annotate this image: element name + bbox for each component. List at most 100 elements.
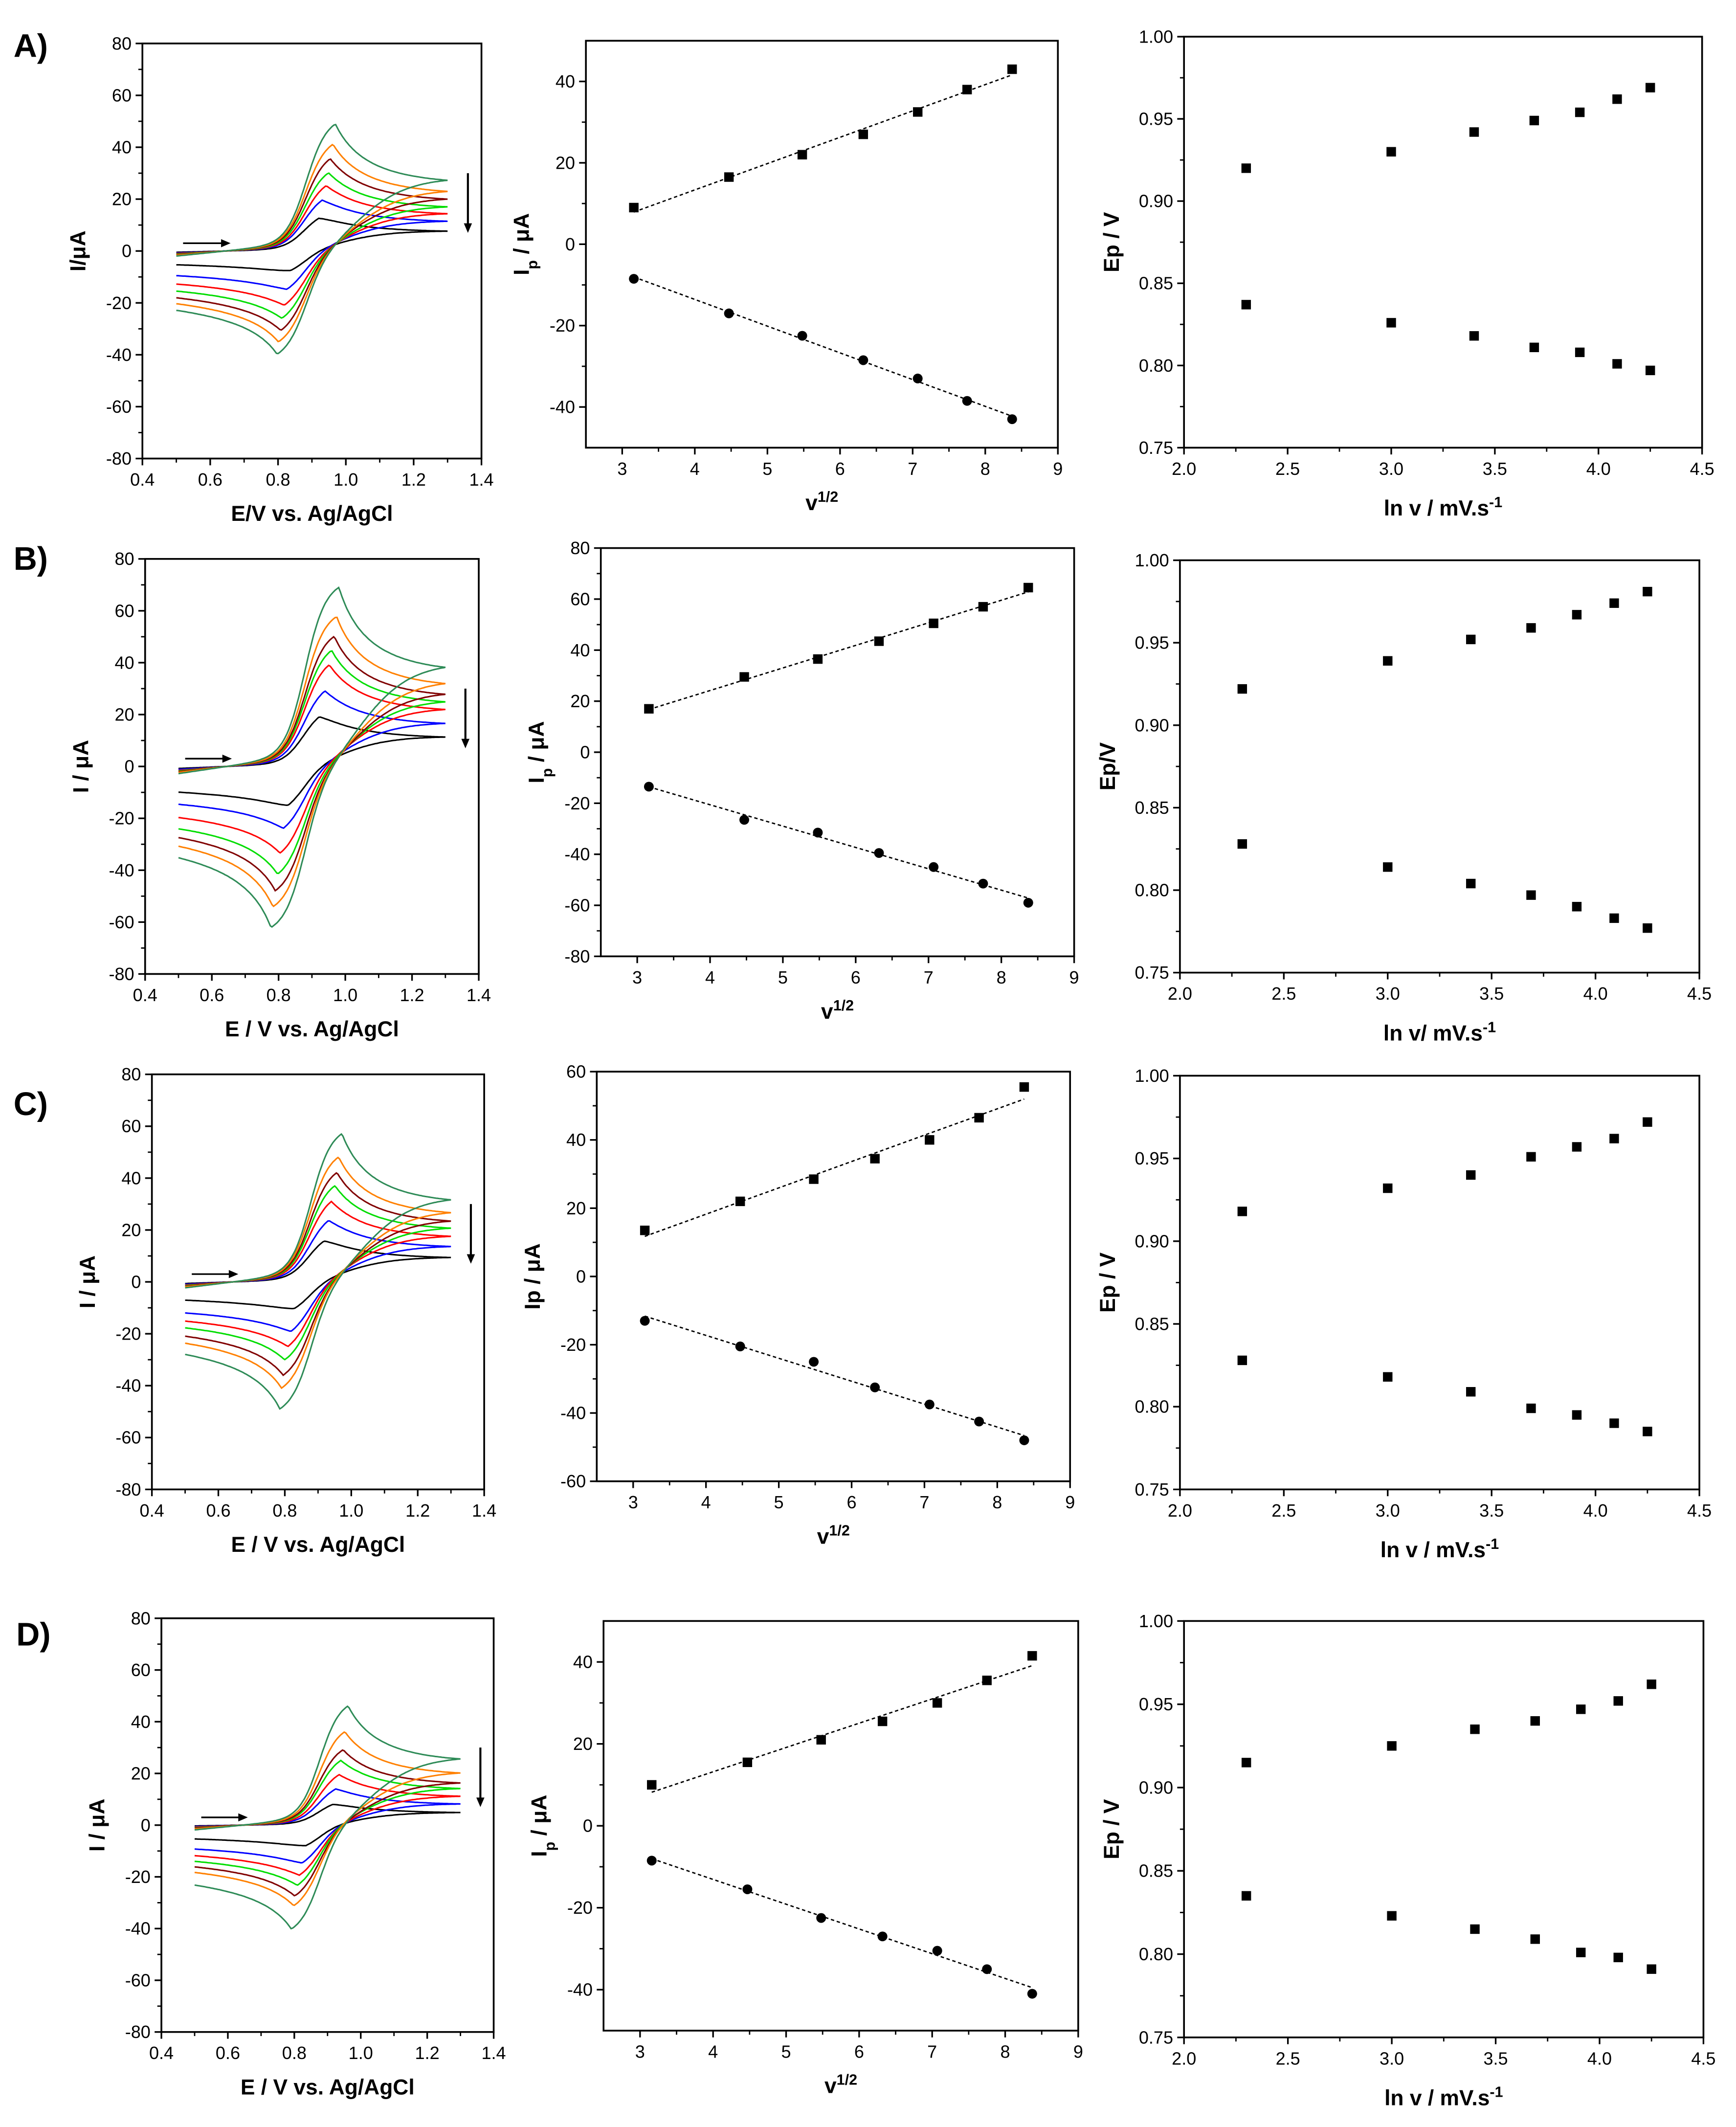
x-axis-label: v1/2 [824,2072,857,2098]
x-tick-label: 0.8 [272,1500,297,1521]
data-point [1007,64,1017,74]
x-tick-label: 0.8 [267,985,291,1005]
y-tick-label: 60 [112,85,132,105]
y-axis-label-part: Ep / V [1096,1252,1120,1313]
x-tick-label: 7 [919,1492,929,1512]
data-point [962,396,972,406]
y-tick-label: 20 [556,153,575,173]
x-tick-label: 6 [854,2041,864,2061]
x-axis-label: v1/2 [821,997,854,1024]
data-point [974,1416,984,1427]
cv-curve [185,1185,451,1361]
data-point [735,1196,745,1207]
x-tick-label: 3.0 [1379,459,1403,479]
x-axis-label: ln v/ mV.s-1 [1383,1019,1496,1045]
x-axis-label-part: ln v/ mV.s [1383,1021,1483,1045]
panel-label: B) [14,541,48,577]
x-tick-label: 9 [1065,1492,1075,1512]
y-tick-label: -80 [125,2022,151,2042]
y-axis-label: Ip / μA [525,721,556,783]
fit-line [633,276,1013,417]
x-tick-label: 3.0 [1380,2048,1404,2068]
data-point [1466,878,1476,889]
data-point [739,815,749,825]
cv-curve [178,635,446,892]
y-tick-label: 0.95 [1135,633,1169,653]
cv-curve [178,616,446,908]
chart-B-cv: 0.4 0.6 0.8 1.0 1.2 1.4 -80 -60 -40 -20 0 20 40 60 80 E… [69,549,491,1041]
y-tick-label: 60 [121,1116,141,1136]
y-axis-label-part: / μA [510,213,534,260]
plot-frame [596,1071,1071,1482]
y-tick-label: -40 [125,1919,151,1939]
y-axis-label: Ip / μA [510,213,541,275]
x-tick-label: 4.0 [1587,2048,1612,2068]
x-tick-label: 3.5 [1483,2048,1508,2068]
x-axis-label: E / V vs. Ag/AgCl [231,1533,405,1557]
y-axis-label-part: / μA [525,721,549,768]
x-tick-label: 4.5 [1690,459,1714,479]
y-tick-label: 0.90 [1135,1231,1169,1251]
y-tick-label: 1.00 [1135,1066,1169,1086]
cv-curve [194,1759,461,1886]
y-tick-label: 0.85 [1135,798,1169,818]
x-axis-label-part: 1/2 [837,2072,857,2088]
data-point [1383,1372,1393,1382]
cv-curve [176,158,448,331]
data-point [735,1342,745,1352]
x-tick-label: 6 [851,967,861,987]
data-point [932,1946,942,1956]
y-tick-label: -80 [106,448,132,469]
plot-frame [1183,36,1703,449]
y-tick-label: 60 [570,589,590,609]
x-tick-label: 4.5 [1687,984,1712,1004]
y-axis-label: Ep/V [1096,742,1120,790]
x-tick-label: 1.2 [415,2043,440,2063]
x-tick-label: 5 [762,459,772,479]
plot-frame [1179,1075,1700,1491]
x-axis-label-part: E / V vs. Ag/AgCl [225,1017,399,1041]
x-axis-label: v1/2 [817,1522,850,1548]
data-point [1387,1911,1397,1921]
data-point [874,848,884,858]
data-point [874,636,884,646]
y-tick-label: 40 [112,137,132,157]
data-point [742,1757,753,1768]
y-axis-label-part: I [528,1851,552,1857]
data-point [1526,890,1536,900]
data-point [1643,923,1652,933]
y-axis-label: Ip / μA [521,1243,545,1310]
y-tick-label: 0.90 [1135,715,1169,735]
arrow-head-icon [238,1813,248,1822]
data-point [962,85,972,94]
data-point [1526,623,1536,633]
chart-A-ip: 3 4 5 6 7 8 9 -40 -20 0 20 40 v1/2 Ip / μA [510,40,1063,515]
y-tick-label: 1.00 [1139,26,1173,46]
y-tick-label: 0.95 [1139,109,1173,129]
data-point [1572,1142,1582,1152]
chart-D-cv: 0.4 0.6 0.8 1.0 1.2 1.4 -80 -60 -40 -20 0 20 40 60 80 E… [86,1608,506,2099]
x-tick-label: 4 [708,2041,718,2061]
y-tick-label: 40 [121,1168,141,1188]
x-tick-label: 5 [778,967,788,987]
data-point [1529,342,1539,353]
x-tick-label: 8 [997,967,1006,987]
data-point [1575,347,1585,358]
x-tick-label: 1.4 [472,1500,496,1521]
chart-D-ep: 2.0 2.5 3.0 3.5 4.0 4.5 0.75 0.80 0.85 0.90 0.95 1.… [1100,1611,1715,2110]
data-point [1386,147,1396,157]
cv-curve [178,716,445,806]
data-point [724,308,734,318]
data-point [932,1698,942,1708]
data-point [816,1735,826,1745]
x-tick-label: 7 [924,967,934,987]
x-axis-label-part: v [824,2074,837,2098]
x-tick-label: 7 [927,2041,937,2061]
panel-label: C) [14,1086,48,1122]
x-axis-label-part: v [817,1524,829,1548]
y-tick-label: 20 [131,1764,151,1784]
y-tick-label: 40 [573,1652,593,1672]
x-tick-label: 3.5 [1483,459,1507,479]
data-point [1646,83,1655,92]
